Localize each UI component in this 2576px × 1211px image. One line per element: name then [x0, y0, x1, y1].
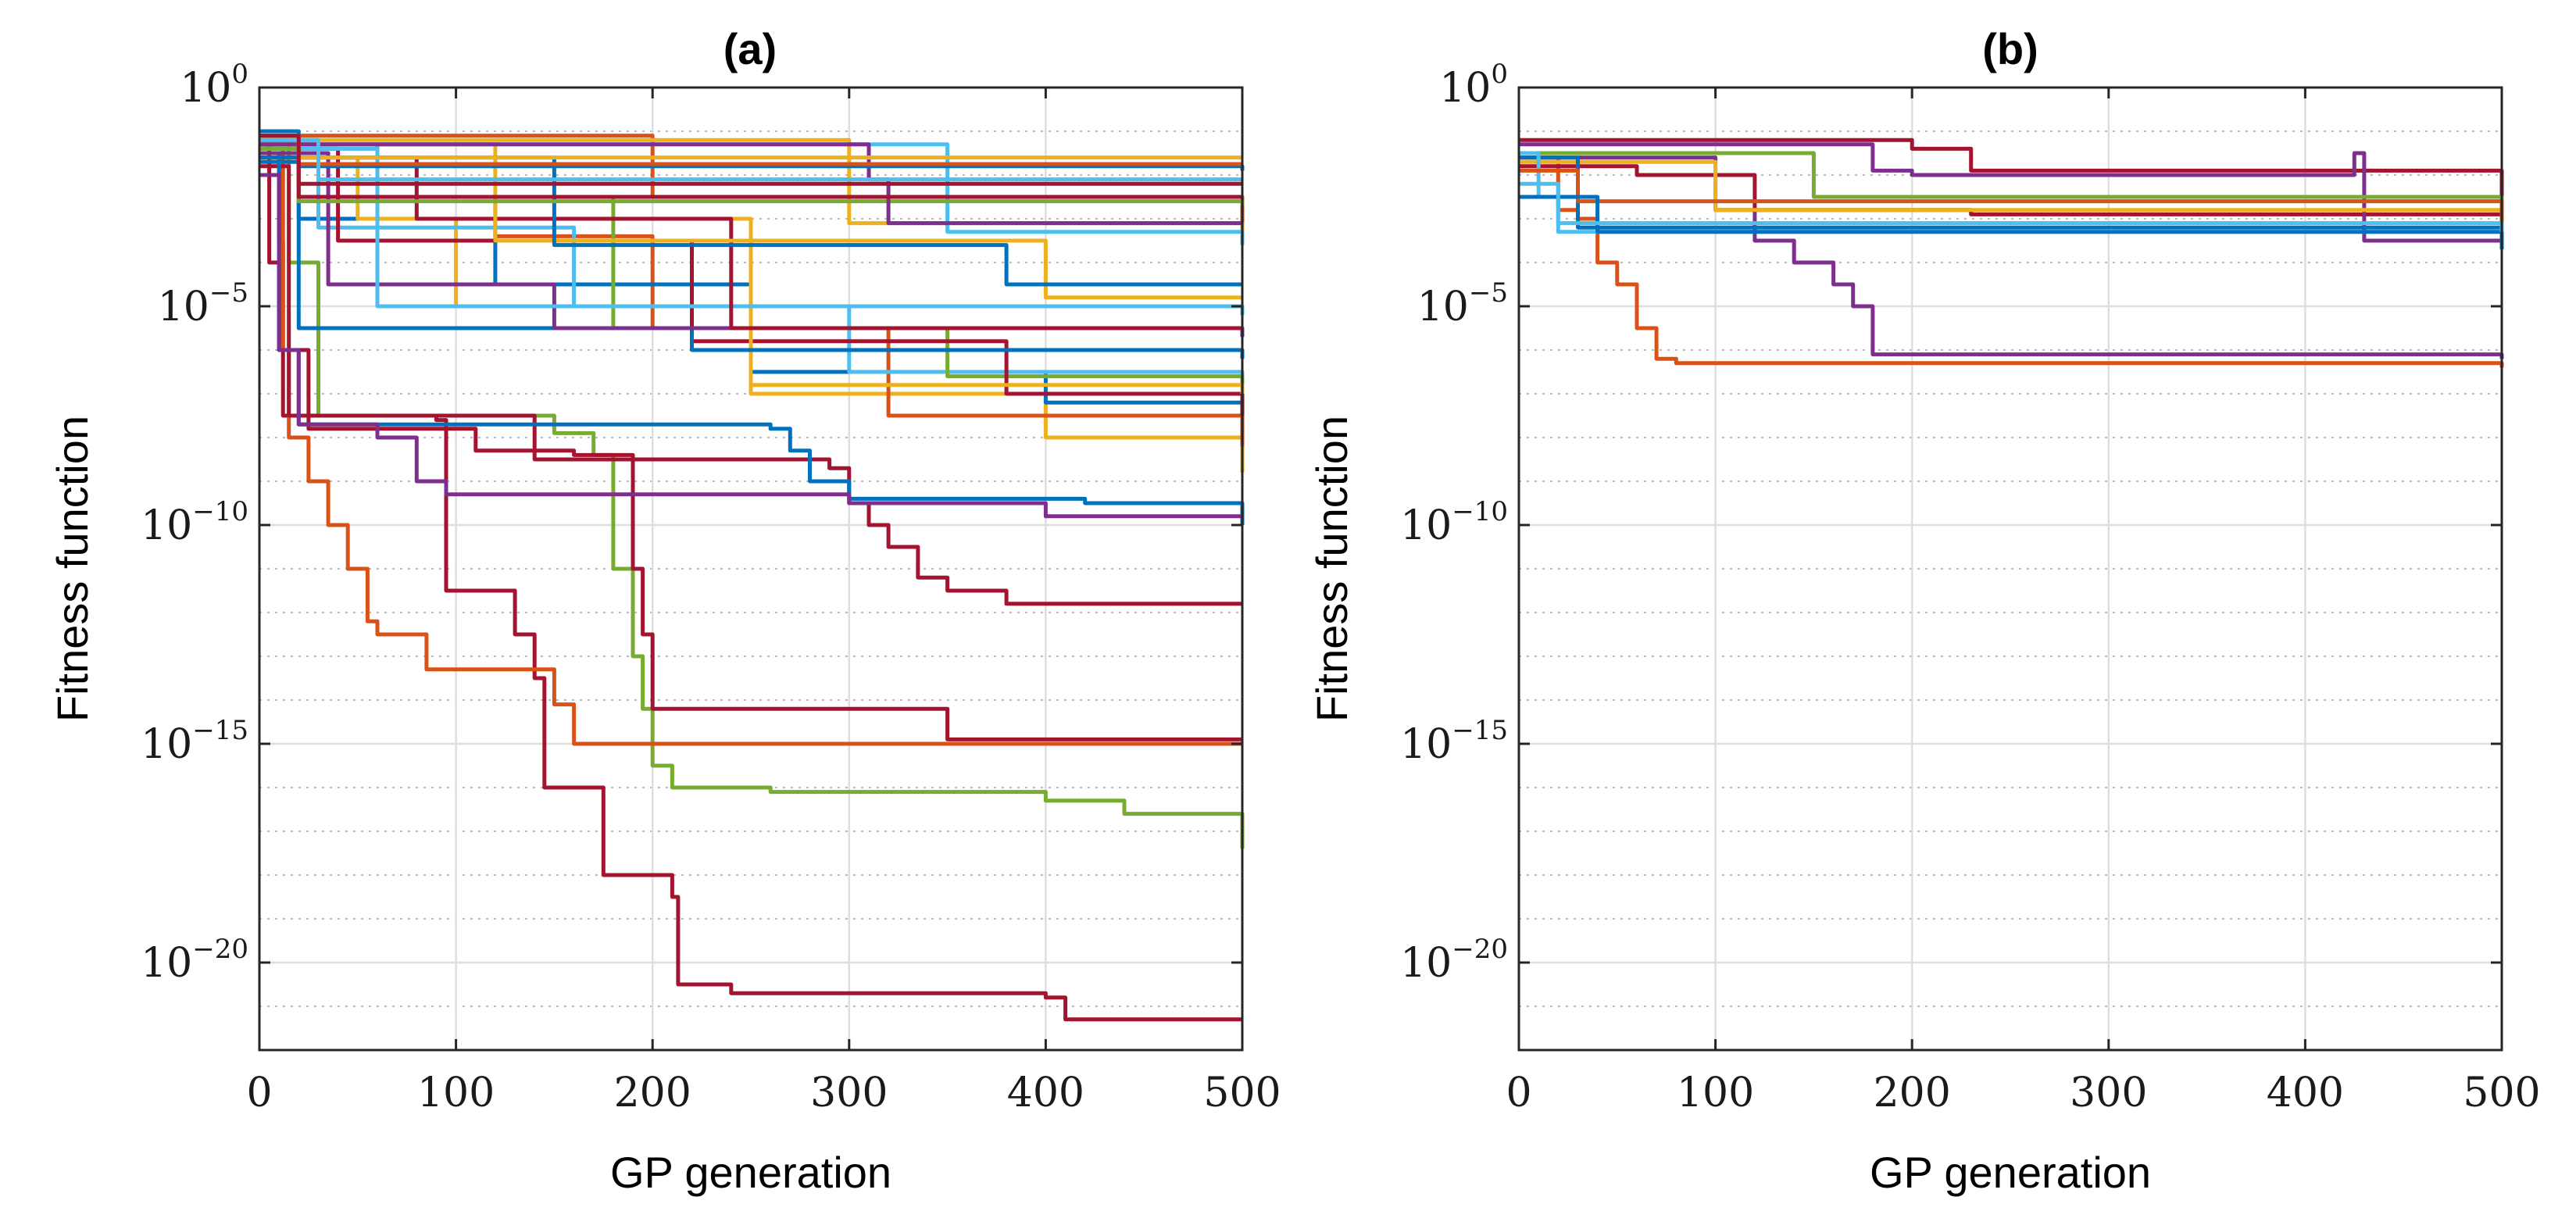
- panel-a: (a) 0 100 200 300 400 500 100 10−5 10−10 10−15 10−…: [48, 24, 1281, 1197]
- panel-b-series: [1519, 138, 2504, 368]
- x-tick-label: 0: [246, 1070, 272, 1116]
- panel-a-ticks: 0 100 200 300 400 500 100 10−5 10−10 10−15 10−20: [141, 59, 1281, 1116]
- x-tick-label: 300: [810, 1070, 888, 1116]
- panel-b-ticks: 0 100 200 300 400 500 100 10−5 10−10 10−15 10−20: [1400, 59, 2541, 1116]
- x-tick-label: 500: [2463, 1070, 2540, 1116]
- x-tick-label: 100: [417, 1070, 495, 1116]
- panel-b-y-label: Fitness function: [1307, 416, 1356, 722]
- series-line-1: [1519, 155, 2504, 368]
- y-tick-label: 100: [1439, 59, 1508, 112]
- panel-a-y-label: Fitness function: [48, 416, 97, 722]
- x-tick-label: 300: [2070, 1070, 2147, 1116]
- panel-a-axes-box: [258, 86, 1244, 1052]
- panel-b-title: (b): [1982, 24, 2038, 73]
- y-tick-label: 10−15: [1400, 715, 1508, 768]
- panel-a-series: [259, 129, 1245, 1022]
- y-tick-label: 10−10: [141, 496, 248, 549]
- x-tick-label: 100: [1677, 1070, 1754, 1116]
- series-line-26: [259, 138, 1242, 199]
- panel-b-axes-box: [1517, 86, 2503, 1052]
- x-tick-label: 0: [1506, 1070, 1531, 1116]
- x-tick-label: 500: [1203, 1070, 1281, 1116]
- series-line-30: [259, 138, 1242, 182]
- series-line-2: [1519, 155, 2504, 359]
- x-tick-label: 400: [2267, 1070, 2344, 1116]
- x-tick-label: 200: [614, 1070, 691, 1116]
- y-tick-label: 10−10: [1400, 496, 1508, 549]
- x-tick-label: 200: [1874, 1070, 1951, 1116]
- series-line-12: [1519, 181, 2504, 232]
- y-tick-label: 10−5: [1417, 277, 1508, 330]
- y-tick-label: 10−5: [158, 277, 248, 330]
- y-tick-label: 10−20: [1400, 934, 1508, 987]
- panel-a-x-label: GP generation: [610, 1148, 891, 1197]
- series-line-4: [259, 146, 1242, 746]
- y-tick-label: 10−15: [141, 715, 248, 768]
- series-line-31: [259, 134, 1242, 186]
- y-tick-label: 10−20: [141, 934, 248, 987]
- series-line-5: [1519, 142, 2502, 243]
- y-tick-label: 100: [180, 59, 248, 112]
- panel-b-x-label: GP generation: [1870, 1148, 2151, 1197]
- panel-a-title: (a): [723, 24, 777, 73]
- series-line-14: [259, 155, 1245, 394]
- series-line-7: [259, 173, 1242, 519]
- x-tick-label: 400: [1007, 1070, 1084, 1116]
- panel-b: (b) 0 100 200 300 400 500 100 10−5 10−10 10−15 10−…: [1307, 24, 2541, 1197]
